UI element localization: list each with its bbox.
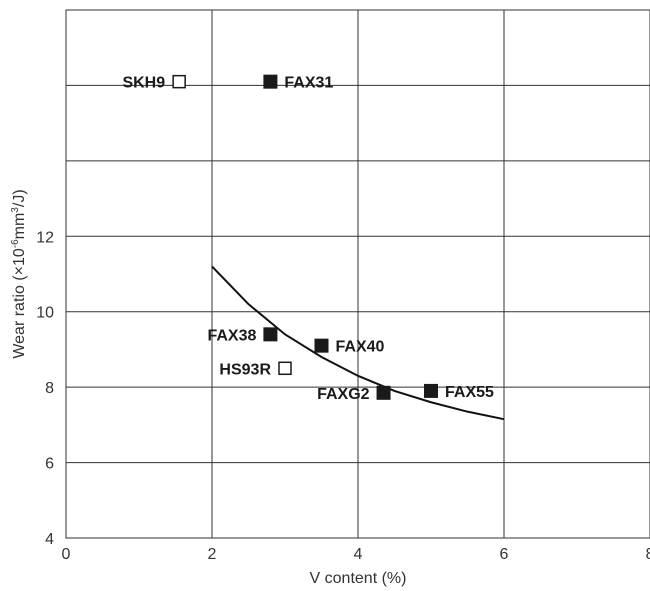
y-tick-label: 4 [45,531,54,548]
y-tick-label: 10 [36,305,54,322]
x-axis-title: V content (%) [310,570,407,587]
x-tick-label: 6 [500,546,509,563]
y-axis-title-sup: -6 [10,239,21,248]
x-tick-label: 0 [62,546,71,563]
y-axis-title-end: /J) [11,189,28,207]
data-point-fax40 [314,338,329,353]
data-point-label: FAX31 [284,75,333,92]
data-point-label: FAX38 [207,327,256,344]
y-tick-label: 8 [45,380,54,397]
x-axis-ticks: 0 2 4 6 8 [62,546,650,563]
grid [66,10,650,538]
data-points: SKH9 FAX31 FAX38 FAX40 HS93R FAXG2 FAX55 [122,74,494,403]
data-point-fax55 [424,383,438,398]
data-point-fax31 [263,74,278,89]
data-point-label: FAXG2 [317,386,370,403]
y-tick-label: 12 [36,229,54,246]
data-point-hs93r [278,361,292,376]
trend-curve [211,265,505,421]
data-point-label: HS93R [219,361,271,378]
y-axis-title-main: Wear ratio (×10 [11,248,28,359]
x-tick-label: 8 [646,546,650,563]
data-point-faxg2 [376,385,391,400]
y-axis-ticks: 4 6 8 10 12 [36,229,54,548]
plot-frame [65,9,650,539]
data-point-label: SKH9 [122,75,165,92]
x-tick-label: 4 [354,546,363,563]
y-axis-title-sup2: 3 [10,207,21,213]
x-tick-label: 2 [208,546,217,563]
data-point-label: FAX40 [336,339,385,356]
data-point-skh9 [172,74,186,89]
y-tick-label: 6 [45,456,54,473]
data-point-label: FAX55 [445,384,494,401]
data-point-fax38 [263,327,278,342]
y-axis-title-mid: mm [11,213,28,240]
y-axis-title: Wear ratio (×10-6mm3/J) [10,189,28,358]
